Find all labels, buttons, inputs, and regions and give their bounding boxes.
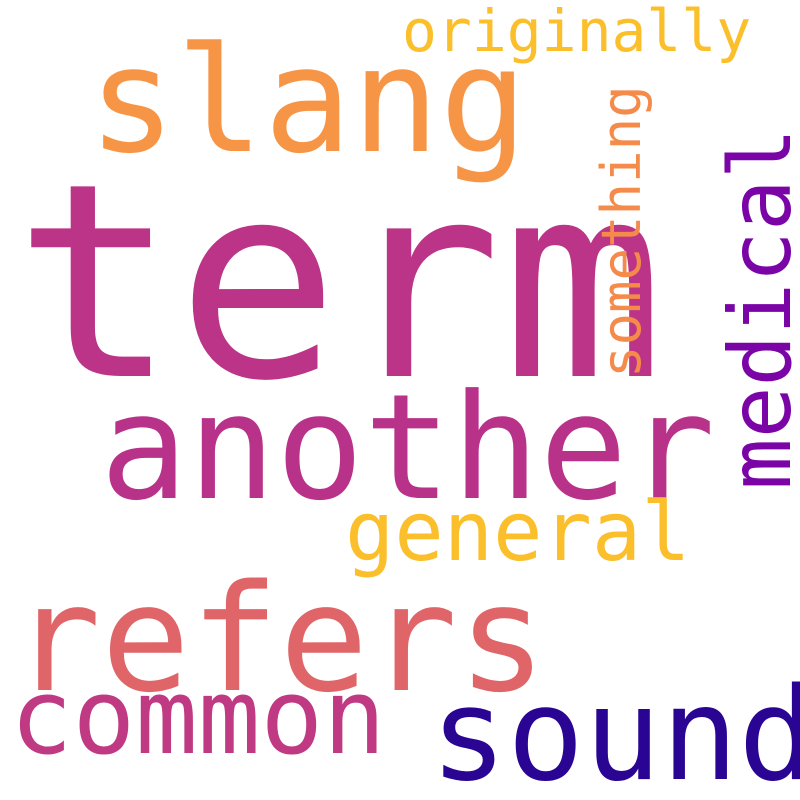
word-slang: slang bbox=[88, 16, 528, 186]
word-sound: sound bbox=[430, 661, 800, 800]
word-another: another bbox=[100, 363, 716, 533]
word-general: general bbox=[345, 485, 691, 580]
word-something: something bbox=[590, 85, 653, 378]
word-refers: refers bbox=[12, 553, 547, 725]
word-originally: originally bbox=[402, 0, 752, 65]
word-medical: medical bbox=[711, 127, 800, 490]
word-term: term bbox=[14, 125, 665, 440]
word-common: common bbox=[10, 656, 386, 778]
